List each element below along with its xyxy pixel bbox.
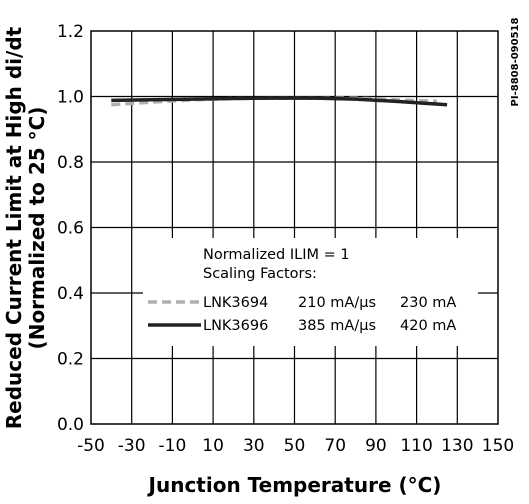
y-tick-label: 1.0 — [57, 88, 84, 108]
y-axis-title-line1: Reduced Current Limit at High di/dt — [2, 26, 26, 429]
x-tick-label: -50 — [77, 436, 105, 456]
y-axis-title-line2: (Normalized to 25 °C) — [25, 107, 49, 350]
y-tick-label: 0.8 — [57, 153, 84, 173]
plot-frame — [90, 30, 499, 425]
grid-lines — [91, 31, 498, 424]
legend-ilim-lnk3694: 230 mA — [400, 295, 456, 311]
legend-header-line2: Scaling Factors: — [203, 266, 317, 282]
legend-device-lnk3696: LNK3696 — [203, 318, 268, 334]
y-tick-label: 0.6 — [57, 219, 84, 239]
figure-id: PI-8808-090518 — [510, 17, 521, 106]
x-tick-label: -30 — [118, 436, 146, 456]
legend: Normalized ILIM = 1 Scaling Factors: LNK… — [143, 238, 478, 346]
x-tick-label: 70 — [324, 436, 346, 456]
legend-didt-lnk3694: 210 mA/µs — [298, 295, 376, 311]
y-tick-label: 1.2 — [57, 22, 84, 42]
legend-didt-lnk3696: 385 mA/µs — [298, 318, 376, 334]
x-tick-label: -10 — [159, 436, 187, 456]
legend-device-lnk3694: LNK3694 — [203, 295, 268, 311]
tick-labels: -50 -30 -10 10 30 50 70 90 110 130 150 0.0 0.2 0.4 0.6… — [57, 22, 514, 456]
x-tick-label: 150 — [482, 436, 514, 456]
y-tick-label: 0.0 — [57, 415, 84, 435]
legend-background — [143, 238, 478, 346]
series-line-lnk3696 — [111, 96, 448, 107]
series-lines — [111, 96, 448, 107]
x-axis-title: Junction Temperature (°C) — [147, 473, 442, 497]
legend-ilim-lnk3696: 420 mA — [400, 318, 456, 334]
x-tick-label: 10 — [202, 436, 224, 456]
y-tick-label: 0.2 — [57, 350, 84, 370]
y-tick-label: 0.4 — [57, 284, 84, 304]
legend-header-line1: Normalized ILIM = 1 — [203, 247, 350, 263]
x-tick-label: 130 — [441, 436, 473, 456]
x-tick-label: 110 — [400, 436, 432, 456]
x-tick-label: 30 — [243, 436, 265, 456]
x-tick-label: 90 — [365, 436, 387, 456]
x-tick-label: 50 — [284, 436, 306, 456]
